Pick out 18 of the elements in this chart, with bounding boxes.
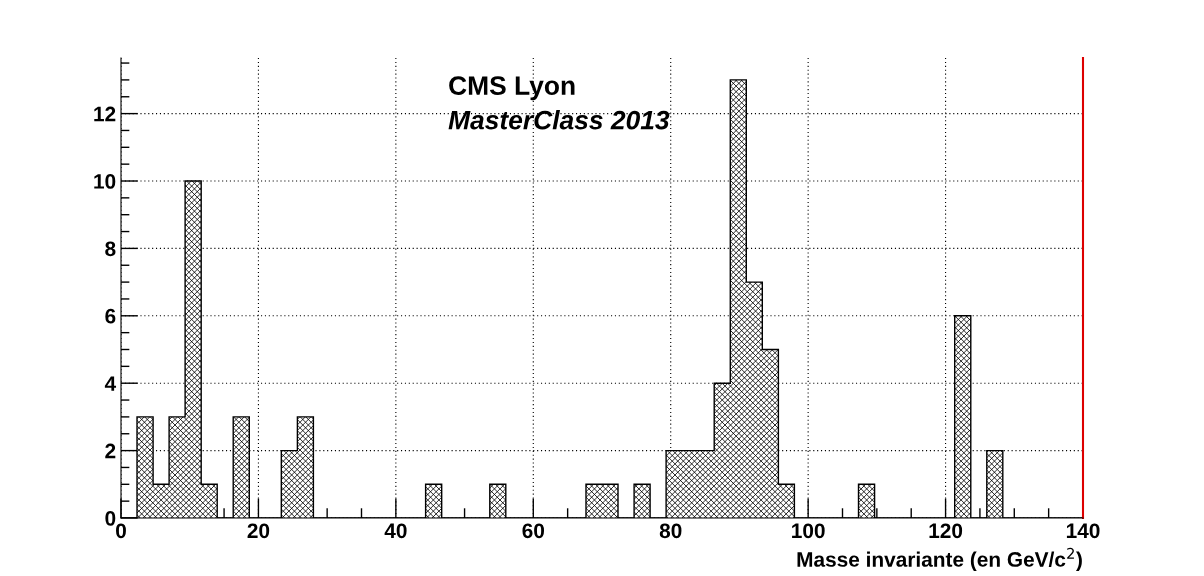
x-tick-label: 60 (522, 523, 545, 539)
annotation: CMS Lyon (449, 76, 575, 101)
y-tick-label: 10 (94, 174, 116, 189)
x-tick-label: 120 (929, 523, 963, 539)
x-tick-label: 20 (247, 523, 270, 539)
x-tick-label: 0 (116, 523, 126, 539)
x-tick-label: 140 (1066, 523, 1100, 539)
x-axis-title: Masse invariante (en GeV/c$^{2}$) (797, 547, 1082, 571)
y-tick-label: 0 (105, 511, 116, 526)
x-tick-label: 80 (659, 523, 682, 539)
y-tick-label: 4 (104, 376, 117, 391)
x-tick-label: 100 (792, 523, 825, 539)
y-tick-label: 12 (94, 106, 116, 122)
y-tick-label: 8 (105, 241, 116, 257)
annotation: MasterClass 2013 (448, 110, 670, 130)
y-tick-label: 2 (105, 443, 116, 459)
y-tick-label: 6 (105, 308, 116, 324)
x-tick-label: 40 (384, 523, 407, 539)
